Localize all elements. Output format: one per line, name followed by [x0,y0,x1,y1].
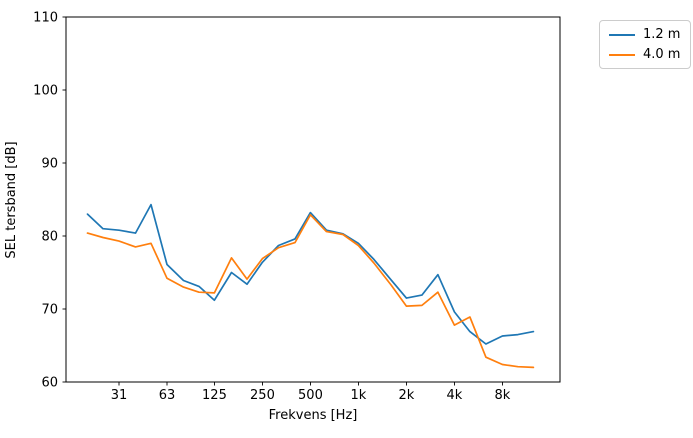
legend-item: 1.2 m [609,28,680,41]
legend-label: 4.0 m [643,47,681,62]
x-axis-label: Frekvens [Hz] [269,408,358,423]
x-tick-label: 500 [298,388,323,403]
series-line-0 [86,203,535,345]
y-tick-label: 80 [41,230,58,245]
x-tick-label: 31 [111,388,128,403]
x-tick-label: 8k [495,388,511,403]
legend-item: 4.0 m [609,48,680,61]
y-tick-label: 90 [41,157,58,172]
legend-label: 1.2 m [643,27,681,42]
y-tick-label: 60 [41,376,58,391]
legend-line-swatch-series-0 [609,33,635,36]
x-tick-label: 1k [351,388,367,403]
y-tick-label: 100 [33,84,58,99]
x-tick-label: 125 [202,388,227,403]
x-tick-label: 4k [447,388,463,403]
y-tick-label: 110 [33,11,58,26]
legend-line-swatch-series-1 [609,53,635,56]
plot-area: 60 70 80 90 100 110 31 63 125 250 500 1k 2k 4k 8k [33,11,561,403]
series-line-1 [86,213,535,369]
x-tick-label: 250 [250,388,275,403]
plot-border [65,16,561,383]
y-tick-label: 70 [41,303,58,318]
legend: 1.2 m 4.0 m [599,20,692,69]
x-tick-label: 63 [159,388,176,403]
x-tick-label: 2k [399,388,415,403]
y-axis-label: SEL tersband [dB] [4,141,19,258]
